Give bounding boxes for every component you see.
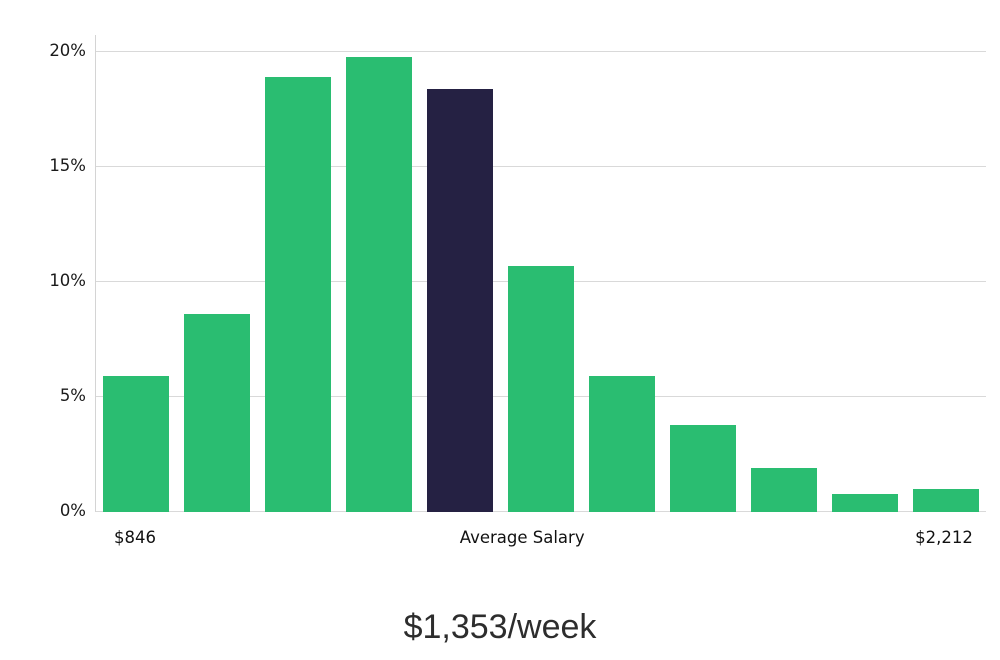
y-axis: 0% 5% 10% 15% 20% bbox=[0, 35, 86, 518]
y-tick-label: 5% bbox=[59, 385, 86, 405]
y-tick-label: 20% bbox=[49, 40, 86, 60]
bar bbox=[912, 489, 979, 512]
plot-area bbox=[95, 35, 986, 512]
bar bbox=[346, 56, 413, 512]
gridline bbox=[96, 51, 986, 52]
x-axis-min-label: $846 bbox=[114, 528, 156, 547]
y-tick-label: 15% bbox=[49, 155, 86, 175]
average-weekly-salary-caption: $1,353/week bbox=[403, 608, 597, 646]
bar bbox=[103, 376, 170, 512]
x-axis: $846 Average Salary $2,212 bbox=[95, 528, 985, 554]
bar bbox=[750, 468, 817, 512]
highlighted-average-bar bbox=[427, 88, 494, 512]
bar bbox=[265, 77, 332, 512]
bar bbox=[831, 493, 898, 512]
y-tick-label: 0% bbox=[59, 500, 86, 520]
x-axis-average-label: Average Salary bbox=[459, 528, 585, 547]
x-axis-max-label: $2,212 bbox=[915, 528, 973, 547]
bar bbox=[508, 265, 574, 512]
y-tick-label: 10% bbox=[49, 270, 86, 290]
bar bbox=[184, 314, 251, 512]
gridline bbox=[96, 166, 986, 167]
bar bbox=[588, 376, 655, 512]
bar bbox=[669, 424, 736, 512]
